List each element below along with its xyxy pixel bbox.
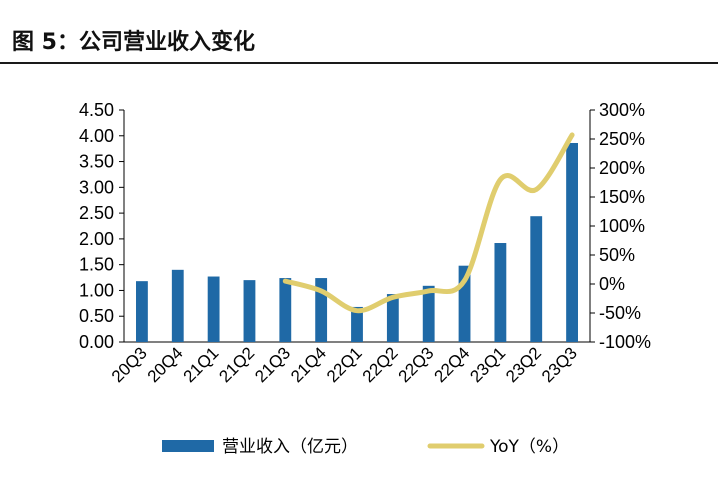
legend-bar-swatch xyxy=(162,440,214,452)
right-tick-label: -100% xyxy=(599,332,651,352)
revenue-bar-20Q4 xyxy=(171,269,184,342)
revenue-bar-22Q4 xyxy=(458,265,471,342)
x-tick-label: 22Q1 xyxy=(323,343,366,386)
yoy-line xyxy=(282,132,575,314)
x-tick-label: 20Q3 xyxy=(108,343,151,386)
yoy-line-series xyxy=(282,132,575,314)
left-tick-label: 4.50 xyxy=(79,100,114,120)
x-tick-label: 20Q4 xyxy=(144,343,187,386)
right-tick-label: 100% xyxy=(599,216,645,236)
revenue-bar-21Q2 xyxy=(243,280,256,342)
chart-title: 图 5：公司营业收入变化 xyxy=(12,30,255,55)
revenue-bar-22Q2 xyxy=(386,294,399,342)
left-tick-label: 1.00 xyxy=(79,280,114,300)
x-tick-label: 23Q1 xyxy=(466,343,509,386)
left-tick-label: 0.00 xyxy=(79,332,114,352)
x-tick-label: 23Q2 xyxy=(502,343,545,386)
revenue-bar-21Q4 xyxy=(315,278,328,342)
x-axis-ticks: 20Q320Q421Q121Q221Q321Q422Q122Q222Q322Q4… xyxy=(108,343,581,386)
left-tick-label: 3.00 xyxy=(79,177,114,197)
left-tick-label: 1.50 xyxy=(79,255,114,275)
revenue-bar-23Q3 xyxy=(566,142,578,342)
revenue-bar-23Q1 xyxy=(494,243,507,342)
left-tick-label: 2.00 xyxy=(79,229,114,249)
left-tick-label: 2.50 xyxy=(79,203,114,223)
legend-bar-label: 营业收入（亿元） xyxy=(222,437,358,457)
revenue-bar-21Q1 xyxy=(207,276,220,342)
title-divider xyxy=(0,62,718,64)
right-tick-label: -50% xyxy=(599,303,641,323)
x-tick-label: 22Q3 xyxy=(395,343,438,386)
revenue-bar-23Q2 xyxy=(530,216,543,342)
left-tick-label: 0.50 xyxy=(79,306,114,326)
revenue-bar-21Q3 xyxy=(279,278,292,342)
right-axis-ticks: -100% -50% 0% 50% 100% 150% 200% 250% 300% xyxy=(590,100,651,352)
x-tick-label: 23Q3 xyxy=(538,343,581,386)
revenue-bar-20Q3 xyxy=(136,281,148,342)
x-tick-label: 22Q4 xyxy=(431,343,474,386)
x-tick-label: 22Q2 xyxy=(359,343,402,386)
right-tick-label: 150% xyxy=(599,187,645,207)
revenue-bar-22Q3 xyxy=(422,285,435,342)
x-tick-label: 21Q2 xyxy=(215,343,258,386)
right-tick-label: 200% xyxy=(599,158,645,178)
x-tick-label: 21Q1 xyxy=(180,343,223,386)
x-tick-label: 21Q3 xyxy=(251,343,294,386)
left-tick-label: 4.00 xyxy=(79,126,114,146)
revenue-bar-22Q1 xyxy=(351,306,363,342)
legend-line-label: YoY（%） xyxy=(489,437,569,457)
left-axis-ticks: 0.00 0.50 1.00 1.50 2.00 2.50 3.00 3.50 4.00 4.50 xyxy=(79,100,124,352)
legend: 营业收入（亿元） YoY（%） xyxy=(162,437,569,457)
left-tick-label: 3.50 xyxy=(79,152,114,172)
right-tick-label: 250% xyxy=(599,129,645,149)
right-tick-label: 0% xyxy=(599,274,625,294)
bar-series xyxy=(136,142,578,342)
x-tick-label: 21Q4 xyxy=(287,343,330,386)
right-tick-label: 50% xyxy=(599,245,635,265)
right-tick-label: 300% xyxy=(599,100,645,120)
